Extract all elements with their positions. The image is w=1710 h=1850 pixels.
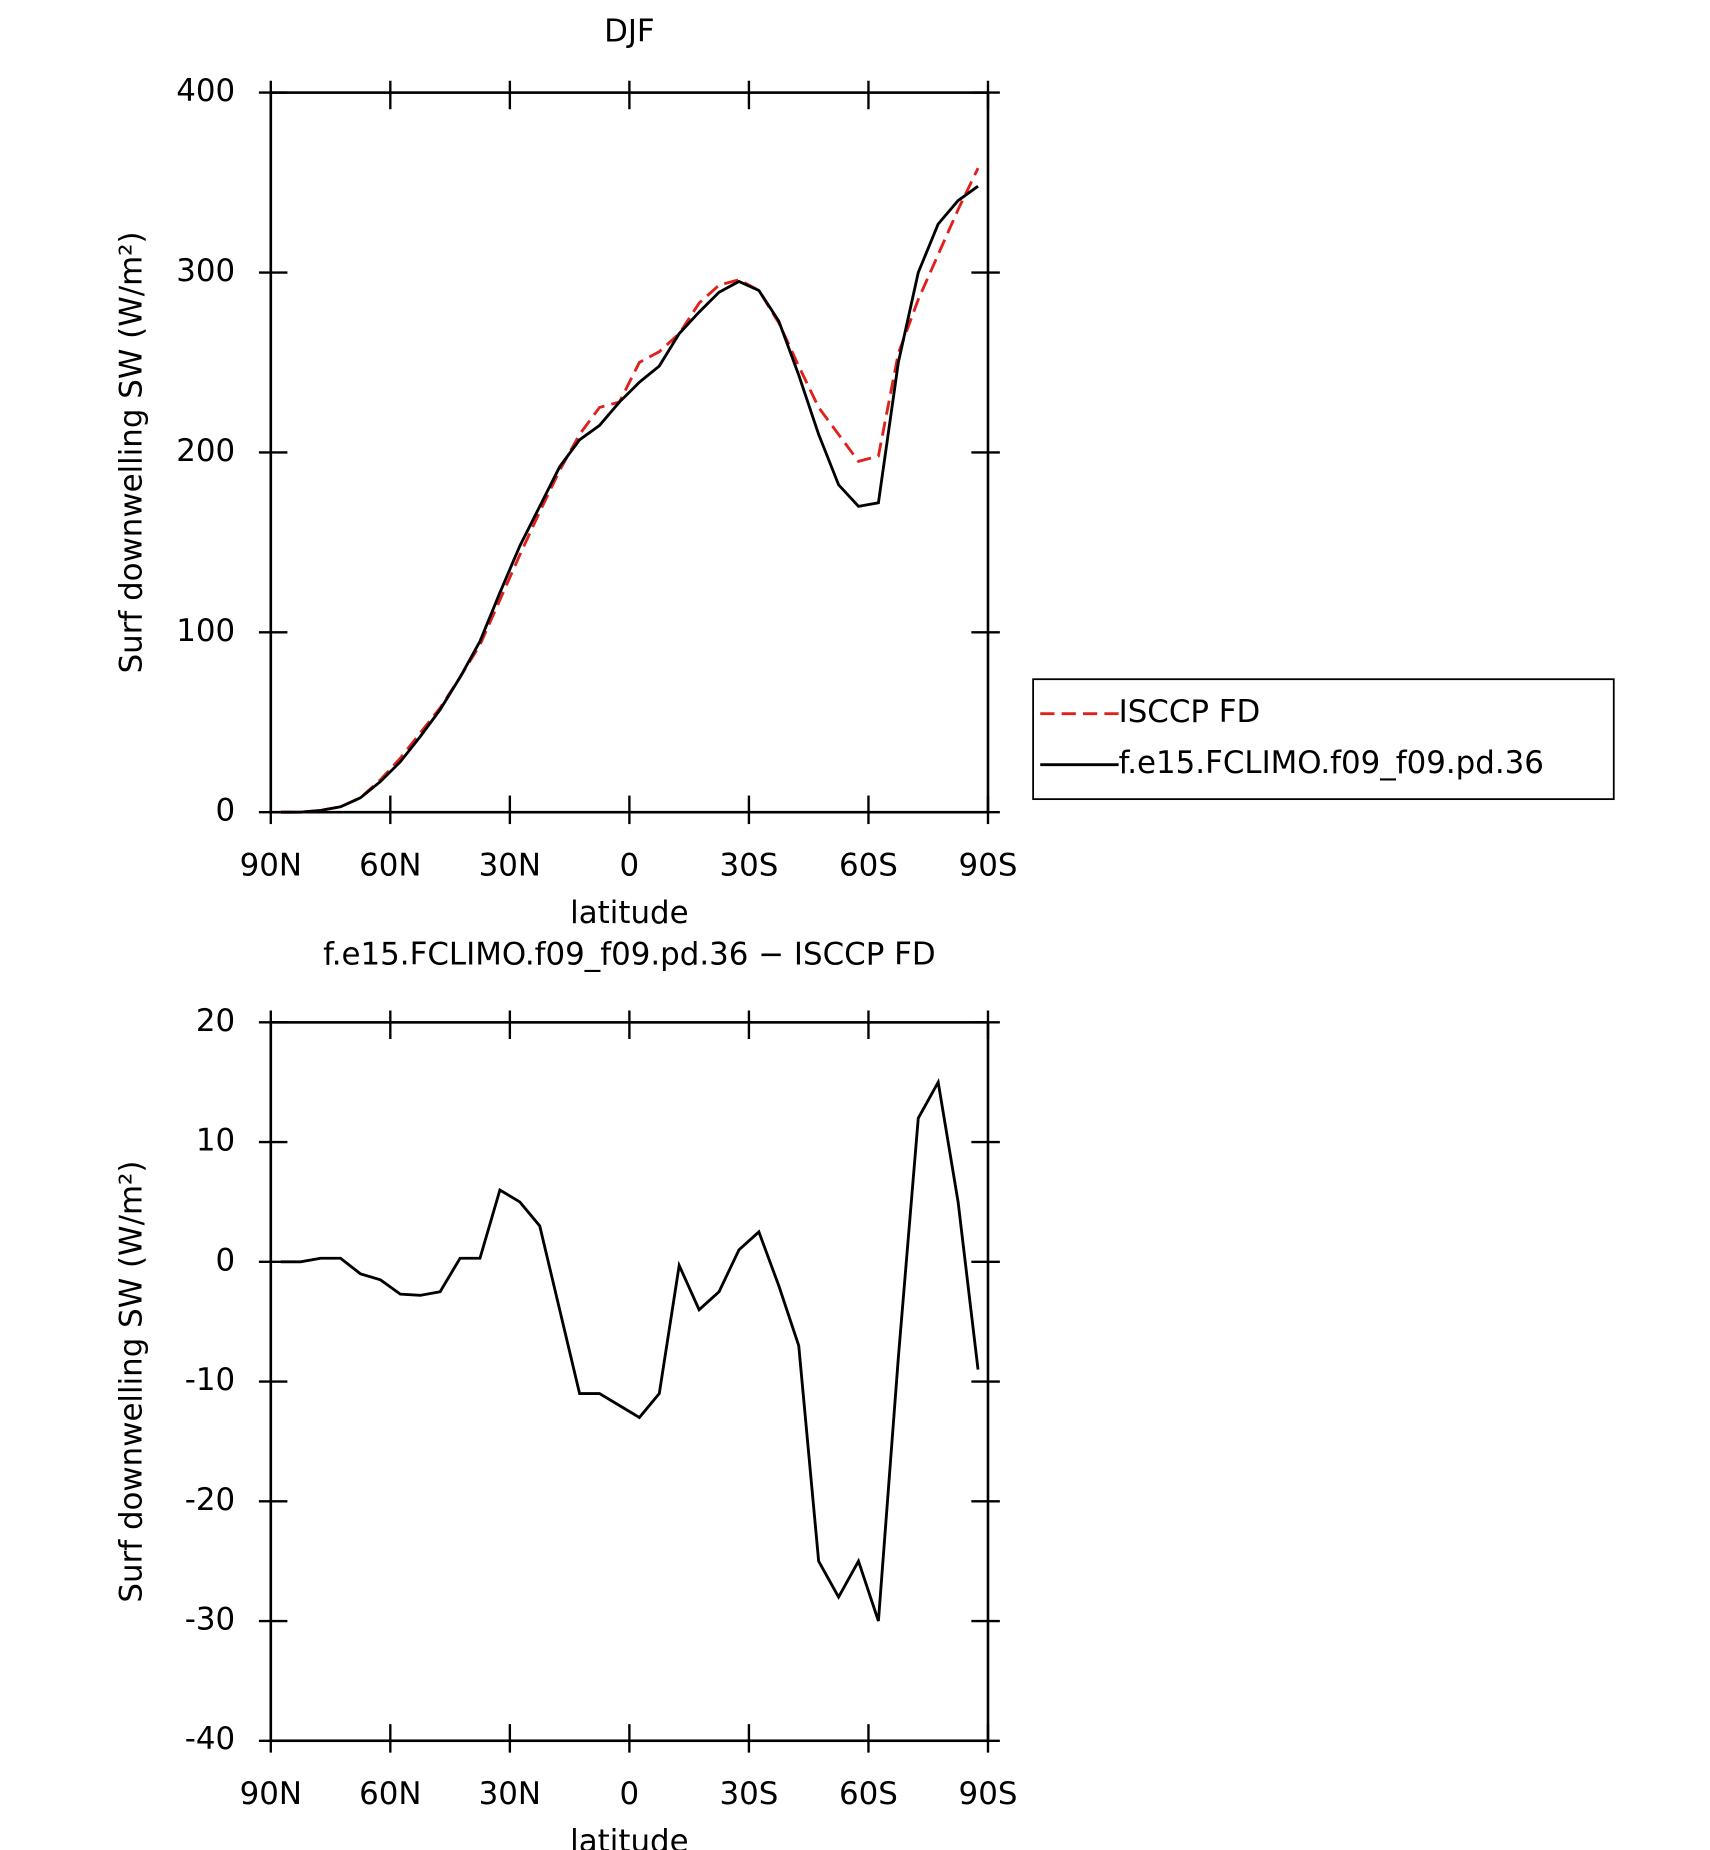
y-tick-label: -10 — [185, 1362, 235, 1398]
x-tick-label: 30S — [719, 1776, 778, 1812]
y-tick-label: 400 — [176, 73, 235, 109]
x-tick-label: 0 — [620, 1776, 640, 1812]
y-axis-label: Surf downwelling SW (W/m²) — [114, 1161, 150, 1603]
y-tick-label: 100 — [176, 613, 235, 649]
y-tick-label: -20 — [185, 1482, 235, 1518]
legend-box — [1032, 678, 1615, 801]
y-tick-label: 200 — [176, 433, 235, 469]
legend-label: f.e15.FCLIMO.f09_f09.pd.36 — [1119, 745, 1544, 781]
plot-frame — [269, 1021, 990, 1743]
chart-title: f.e15.FCLIMO.f09_f09.pd.36 − ISCCP FD — [323, 936, 936, 972]
x-tick-label: 90N — [240, 847, 302, 883]
x-tick-label: 90S — [959, 847, 1018, 883]
series-line — [280, 1077, 980, 1622]
y-tick-label: 20 — [196, 1003, 235, 1039]
y-tick-label: -30 — [185, 1602, 235, 1638]
series-line — [280, 167, 980, 814]
x-axis-label: latitude — [570, 895, 688, 931]
y-tick-label: 300 — [176, 253, 235, 289]
x-tick-label: 30S — [719, 847, 778, 883]
y-axis-label: Surf downwelling SW (W/m²) — [114, 231, 150, 673]
x-axis-label: latitude — [570, 1823, 688, 1850]
series-line — [280, 185, 979, 814]
x-tick-label: 60N — [359, 1776, 421, 1812]
x-tick-label: 90N — [240, 1776, 302, 1812]
x-tick-label: 30N — [479, 847, 541, 883]
x-tick-label: 60S — [839, 847, 898, 883]
x-tick-label: 90S — [959, 1776, 1018, 1812]
y-tick-label: 10 — [196, 1123, 235, 1159]
chart-title: DJF — [604, 14, 655, 50]
x-tick-label: 30N — [479, 1776, 541, 1812]
y-tick-label: 0 — [216, 1242, 236, 1278]
x-tick-label: 60S — [839, 1776, 898, 1812]
legend-label: ISCCP FD — [1119, 694, 1261, 730]
y-tick-label: 0 — [216, 793, 236, 829]
x-tick-label: 60N — [359, 847, 421, 883]
x-tick-label: 0 — [620, 847, 640, 883]
y-tick-label: -40 — [185, 1721, 235, 1757]
